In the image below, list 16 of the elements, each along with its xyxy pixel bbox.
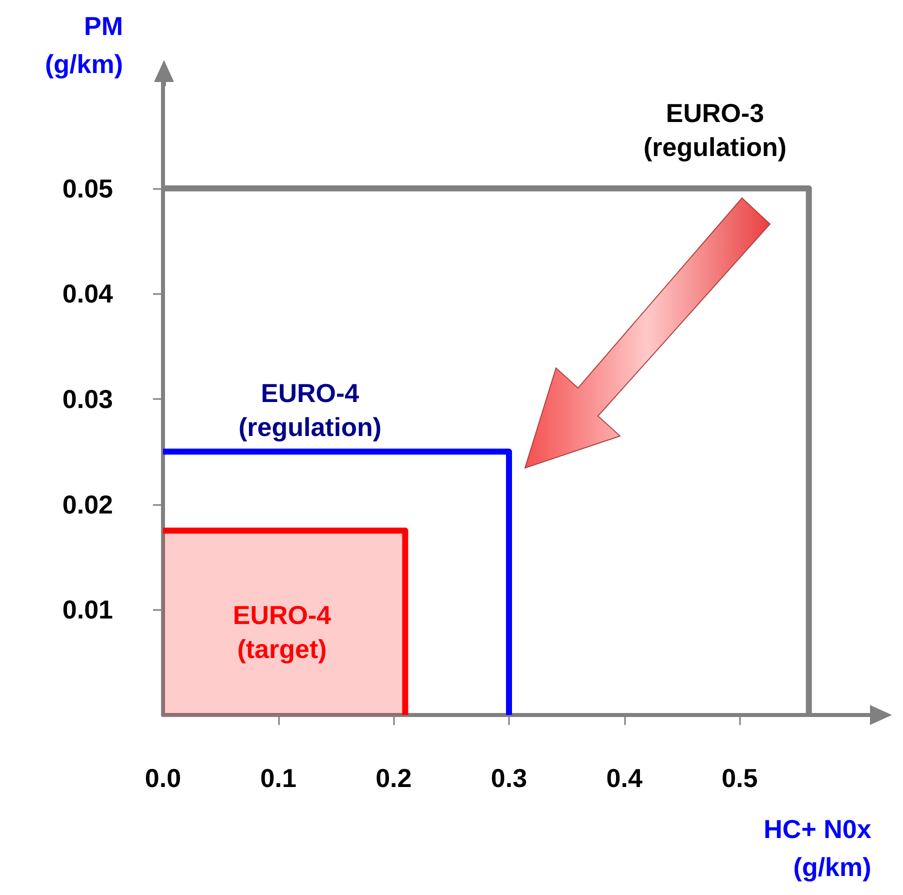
x-axis-title: HC+ N0x (g/km) (764, 814, 872, 882)
y-tick-label: 0.01 (62, 594, 113, 625)
annotation: EURO-4 (target) (232, 600, 332, 664)
y-tick-label: 0.02 (62, 489, 113, 520)
annotation: EURO-3 (regulation) (644, 98, 786, 162)
y-axis-title: PM (g/km) (45, 11, 123, 79)
annotation: EURO-4 (regulation) (238, 378, 382, 442)
x-tick-label: 0.1 (260, 763, 296, 793)
x-tick-label: 0.3 (490, 763, 528, 793)
x-tick-label: 0.4 (606, 763, 643, 793)
x-tick-label: 0.5 (722, 763, 758, 793)
y-tick-label: 0.04 (62, 278, 114, 309)
y-tick-label: 0.05 (62, 173, 113, 204)
y-tick-label: 0.03 (62, 384, 113, 414)
x-tick-label: 0.0 (144, 763, 182, 793)
x-tick-label: 0.2 (376, 763, 412, 793)
